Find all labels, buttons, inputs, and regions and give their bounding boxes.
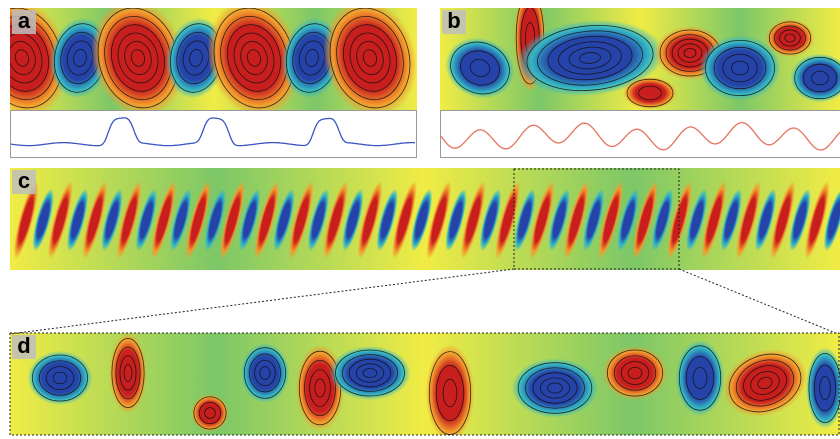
negative-vortex [789, 188, 811, 252]
negative-vortex [445, 37, 515, 99]
zoom-line-right [678, 268, 839, 335]
positive-vortex [220, 180, 245, 260]
positive-vortex [765, 19, 815, 57]
panel-a-vortex-field: a [10, 8, 417, 110]
positive-vortex [736, 180, 761, 260]
negative-vortex [170, 188, 192, 252]
panel-d-colormap [10, 333, 840, 435]
negative-vortex [790, 53, 840, 103]
negative-vortex [135, 188, 158, 252]
positive-vortex [426, 180, 452, 260]
panel-c-label: c [12, 170, 36, 194]
positive-vortex [602, 346, 668, 400]
panel-a-label: a [12, 10, 36, 34]
positive-vortex [392, 180, 417, 260]
panel-a-trace [10, 117, 416, 147]
panel-a-trace-box [10, 110, 417, 158]
positive-vortex [116, 180, 142, 260]
negative-vortex [342, 188, 364, 252]
trace-line [440, 121, 840, 151]
negative-vortex [445, 188, 467, 252]
panel-b-colormap [440, 8, 840, 110]
positive-vortex [357, 180, 383, 260]
panel-c-vortex-array: c [10, 168, 840, 270]
negative-vortex [699, 35, 781, 101]
negative-vortex [511, 358, 599, 418]
positive-vortex [323, 180, 348, 260]
positive-vortex [460, 180, 486, 260]
positive-vortex [191, 394, 229, 432]
negative-vortex [32, 188, 54, 252]
negative-vortex [238, 188, 261, 252]
negative-vortex [410, 188, 433, 252]
positive-vortex [804, 180, 830, 260]
negative-vortex [27, 351, 93, 405]
negative-vortex [307, 188, 330, 252]
panel-b-label: b [442, 10, 466, 34]
panel-b-vortex-field: b [440, 8, 840, 110]
panel-b-trace-box [440, 110, 840, 158]
negative-vortex [273, 188, 295, 252]
negative-vortex [479, 188, 502, 252]
positive-vortex [185, 180, 211, 260]
panel-a-colormap [10, 8, 417, 110]
panel-c-colormap [10, 168, 840, 270]
negative-vortex [329, 346, 411, 400]
negative-vortex [376, 188, 398, 252]
negative-vortex [754, 188, 777, 252]
negative-vortex [101, 188, 123, 252]
negative-vortex [204, 188, 226, 252]
positive-vortex [623, 76, 677, 110]
positive-vortex [13, 180, 39, 260]
negative-vortex [686, 188, 708, 252]
negative-vortex [66, 188, 89, 252]
panel-d-label: d [12, 335, 36, 359]
positive-vortex [701, 180, 727, 260]
positive-vortex [770, 180, 796, 260]
negative-vortex [240, 343, 290, 403]
negative-vortex [720, 188, 742, 252]
positive-vortex [48, 180, 73, 260]
panel-d-zoomed-field: d [10, 333, 840, 435]
positive-vortex [151, 180, 176, 260]
negative-vortex [675, 340, 725, 416]
zoom-line-left [9, 268, 515, 335]
positive-vortex [323, 8, 417, 110]
panel-b-trace [440, 121, 840, 151]
negative-vortex [515, 19, 665, 97]
positive-vortex [254, 180, 280, 260]
trace-line [10, 117, 416, 147]
positive-vortex [109, 333, 147, 414]
positive-vortex [288, 180, 314, 260]
positive-vortex [82, 180, 108, 260]
